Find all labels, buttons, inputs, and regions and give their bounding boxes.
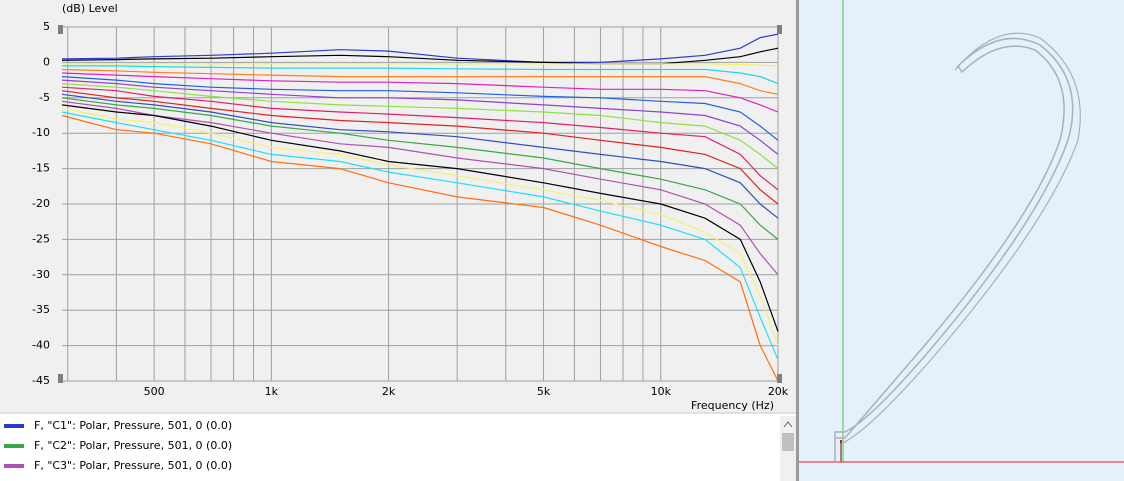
y-tick-label: 5	[43, 20, 50, 33]
series-line	[62, 65, 779, 85]
y-tick-label: -35	[32, 303, 50, 316]
legend-panel	[0, 413, 796, 481]
series-line	[61, 33, 779, 63]
y-tick-label: -20	[32, 197, 50, 210]
y-tick-label: -10	[32, 126, 50, 139]
series-line	[61, 111, 779, 361]
y-tick-label: -15	[32, 162, 50, 175]
y-tick-label: -40	[32, 339, 50, 352]
cursor-handle[interactable]	[58, 374, 63, 383]
y-axis-label: (dB) Level	[62, 2, 118, 15]
series-line	[61, 68, 779, 95]
x-tick-label: 2k	[382, 385, 396, 398]
y-tick-label: -25	[32, 232, 50, 245]
y-tick-label: -45	[32, 374, 50, 387]
horn-profile	[840, 32, 1081, 462]
horn-profile	[834, 37, 1074, 462]
series-line	[61, 100, 779, 276]
x-axis-label: Frequency (Hz)	[691, 399, 774, 412]
series-line	[61, 79, 779, 155]
scroll-thumb[interactable]	[782, 433, 794, 451]
series-line	[61, 83, 779, 170]
cursor-handle[interactable]	[777, 25, 782, 34]
y-tick-label: -30	[32, 268, 50, 281]
y-tick-label: 0	[43, 55, 50, 68]
x-tick-label: 5k	[537, 385, 551, 398]
series-line	[61, 90, 779, 205]
x-tick-label: 20k	[768, 385, 789, 398]
scroll-up[interactable]	[783, 421, 793, 428]
cursor-handle[interactable]	[777, 374, 782, 383]
series-line	[61, 76, 779, 141]
series-line	[61, 104, 779, 332]
legend-label: F, "C1": Polar, Pressure, 501, 0 (0.0)	[34, 419, 232, 432]
x-tick-label: 500	[144, 385, 165, 398]
legend-label: F, "C2": Polar, Pressure, 501, 0 (0.0)	[34, 439, 232, 452]
x-tick-label: 1k	[265, 385, 279, 398]
series-line	[61, 107, 779, 346]
series-line	[62, 63, 779, 67]
x-tick-label: 10k	[651, 385, 672, 398]
series-line	[61, 72, 779, 113]
series-line	[61, 86, 779, 191]
series-line	[61, 97, 779, 240]
series-line	[61, 47, 779, 65]
pane-border	[796, 0, 799, 481]
series-line	[61, 93, 779, 219]
geometry-view	[799, 0, 1124, 481]
series-line	[61, 114, 779, 382]
y-tick-label: -5	[39, 91, 50, 104]
cursor-handle[interactable]	[58, 25, 63, 34]
legend-label: F, "C3": Polar, Pressure, 501, 0 (0.0)	[34, 459, 232, 472]
